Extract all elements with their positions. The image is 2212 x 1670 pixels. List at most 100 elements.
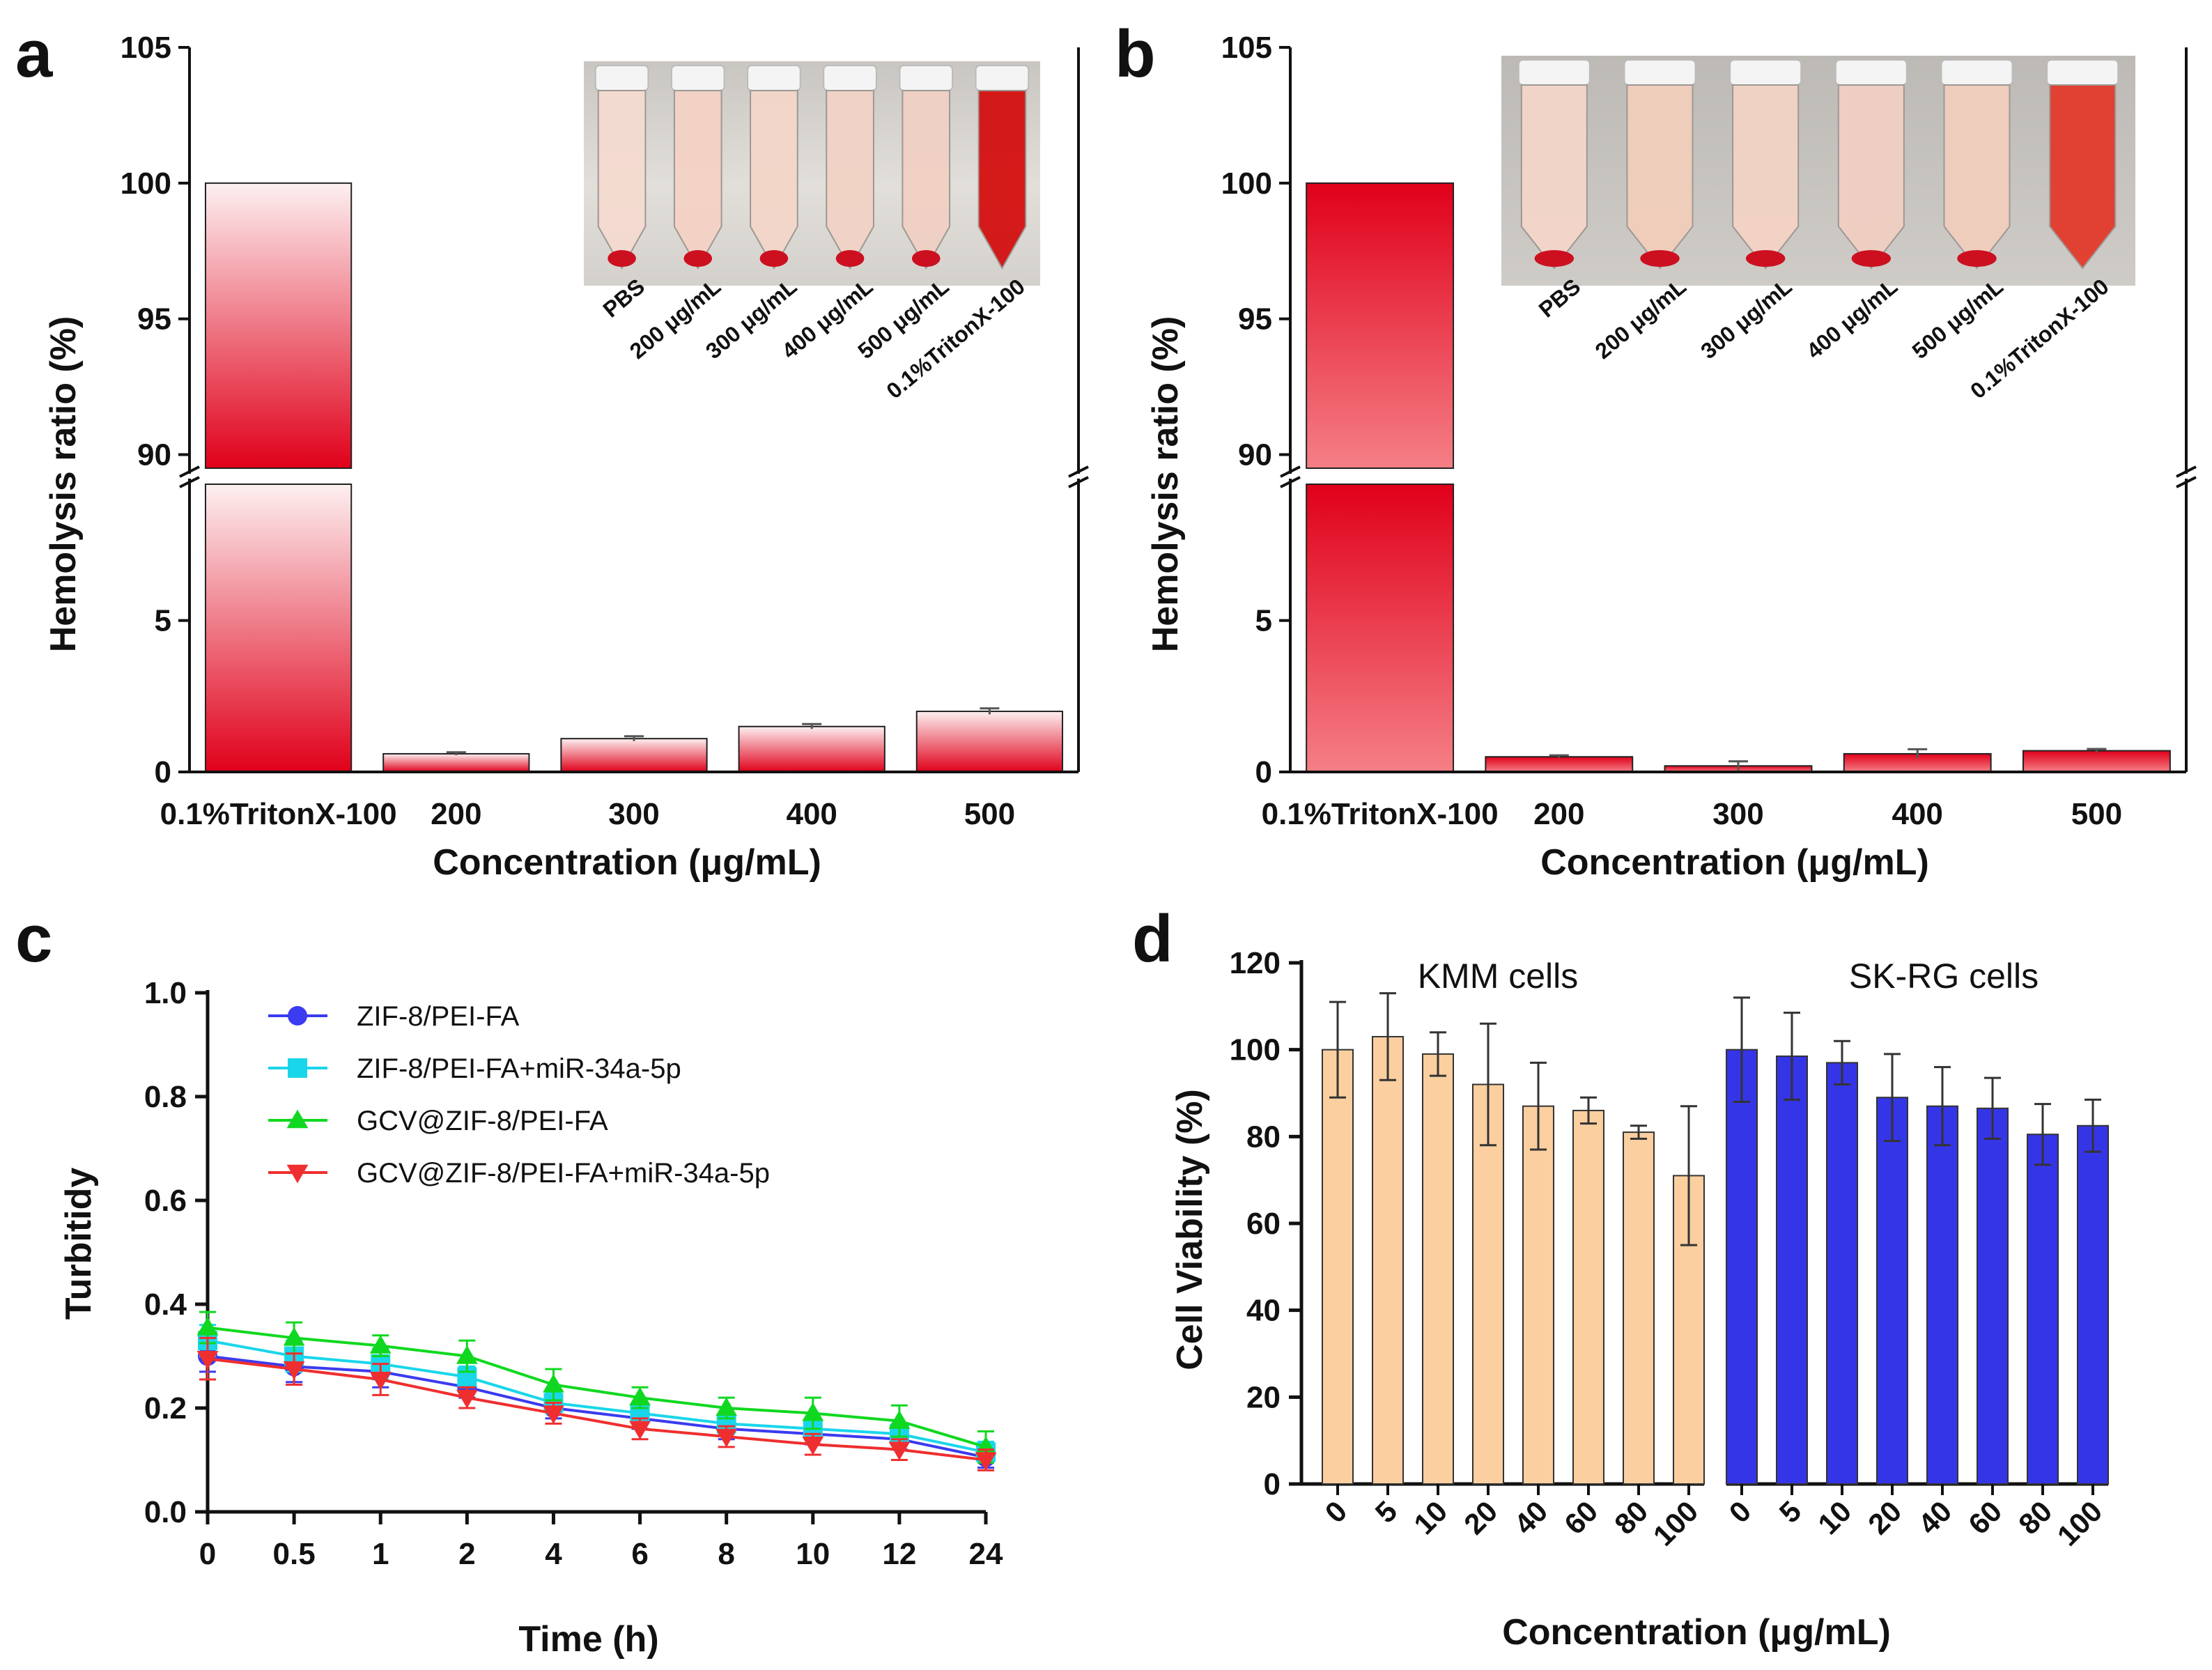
ylabel-d: Cell Viability (%) <box>1170 1089 1210 1370</box>
tube-label: 200 μg/mL <box>1591 274 1691 364</box>
x-tick-label: 0 <box>1319 1494 1354 1529</box>
x-tick-label: 40 <box>1508 1494 1554 1540</box>
y-tick-label: 105 <box>1221 31 1272 65</box>
bar <box>1522 1061 1554 1485</box>
axis-break-mark <box>1068 476 1089 488</box>
bar <box>2022 748 2171 773</box>
axis-break-mark <box>1068 465 1089 478</box>
y-tick-label: 105 <box>121 31 171 65</box>
legend-c: ZIF-8/PEI-FA ZIF-8/PEI-FA+miR-34a-5p GCV@Z… <box>268 1001 770 1189</box>
bar <box>1726 996 1758 1485</box>
data-point <box>369 1335 392 1354</box>
x-tick-label: 20 <box>1457 1494 1503 1540</box>
x-tick-label: 80 <box>1608 1494 1654 1540</box>
data-point <box>888 1410 911 1429</box>
y-tick-label: 0.0 <box>144 1495 187 1529</box>
series-3 <box>196 1311 997 1464</box>
y-tick-label: 0 <box>155 755 171 789</box>
series-line <box>207 1357 987 1462</box>
inset-photo-b: PBS 200 μg/mL 300 μg/mL 400 μg/mL 500 μg/mL0… <box>1501 56 2135 403</box>
y-tick-label: 60 <box>1246 1207 1281 1241</box>
tube-label: 500 μg/mL <box>1908 274 2008 364</box>
bar <box>560 735 708 773</box>
y-tick-label: 100 <box>121 167 171 201</box>
data-point <box>802 1436 824 1455</box>
y-tick-label: 0 <box>1264 1467 1281 1501</box>
panel-label-b: b <box>1115 17 1156 91</box>
y-tick-label: 80 <box>1246 1120 1281 1154</box>
panel-label-d: d <box>1132 902 1173 976</box>
x-tick-label: 24 <box>969 1537 1003 1571</box>
bar <box>1826 1039 1858 1485</box>
data-point <box>369 1371 392 1391</box>
series-line <box>207 1339 987 1454</box>
x-tick-label: 0.1%TritonX-100 <box>1262 797 1499 831</box>
data-point <box>283 1327 305 1346</box>
x-tick-label: 500 <box>964 797 1015 831</box>
tube <box>823 65 877 270</box>
x-tick-label: 100 <box>2051 1494 2109 1552</box>
bar <box>204 182 353 773</box>
data-point <box>196 1351 219 1370</box>
x-tick-label: 0 <box>199 1537 216 1571</box>
bar <box>1926 1066 1958 1485</box>
x-tick-label: 4 <box>545 1537 562 1571</box>
legend-label: ZIF-8/PEI-FA <box>357 1001 520 1032</box>
x-tick-label: 5 <box>1773 1494 1808 1529</box>
data-point <box>283 1361 305 1380</box>
data-point <box>629 1386 651 1406</box>
data-point <box>543 1374 564 1393</box>
tube <box>1729 59 1802 270</box>
ylabel-b: Hemolysis ratio (%) <box>1145 316 1186 653</box>
tube <box>1623 59 1696 270</box>
x-tick-label: 60 <box>1962 1494 2008 1540</box>
y-tick-label: 0 <box>1255 755 1272 789</box>
y-tick-label: 100 <box>1221 167 1272 201</box>
inset-photo-background <box>584 61 1040 286</box>
data-point <box>975 1452 997 1471</box>
bar <box>382 751 530 773</box>
data-point <box>716 1428 738 1448</box>
ylabel-a: Hemolysis ratio (%) <box>43 316 84 653</box>
y-tick-label: 120 <box>1230 946 1281 980</box>
x-tick-label: 300 <box>608 797 659 831</box>
group-label-skrg: SK-RG cells <box>1849 957 2039 996</box>
legend-label: GCV@ZIF-8/PEI-FA+miR-34a-5p <box>357 1158 770 1189</box>
x-tick-label: 400 <box>1892 797 1942 831</box>
x-tick-label: 1 <box>372 1537 389 1571</box>
bar <box>1472 1022 1504 1485</box>
inset-photo-background <box>1501 56 2135 286</box>
x-tick-label: 200 <box>431 797 481 831</box>
bar <box>1664 760 1813 773</box>
x-tick-label: 8 <box>718 1537 734 1571</box>
y-tick-label: 90 <box>137 438 171 472</box>
bar <box>1977 1076 2009 1485</box>
data-point <box>543 1405 564 1424</box>
tube <box>1834 59 1908 270</box>
data-point <box>456 1389 478 1409</box>
x-tick-label: 400 <box>786 797 837 831</box>
tube-label: 0.1%TritonX-100 <box>881 274 1030 403</box>
axis-break-mark <box>179 465 200 478</box>
data-point <box>716 1397 738 1416</box>
data-point <box>286 1109 309 1129</box>
x-tick-label: 6 <box>631 1537 648 1571</box>
y-tick-label: 1.0 <box>144 976 187 1010</box>
bar <box>2027 1103 2059 1485</box>
ylabel-c: Turbitidy <box>59 1168 99 1320</box>
y-tick-label: 90 <box>1238 438 1272 472</box>
x-tick-label: 10 <box>796 1537 830 1571</box>
bar <box>738 722 885 773</box>
data-point <box>196 1317 219 1336</box>
bar <box>1306 182 1455 773</box>
xlabel-c: Time (h) <box>518 1619 658 1660</box>
bar <box>1422 1031 1454 1485</box>
axis-break-mark <box>179 476 200 488</box>
axis-break-mark <box>1280 476 1301 488</box>
tube <box>594 65 649 270</box>
tube <box>899 65 954 270</box>
x-tick-label: 100 <box>1647 1494 1705 1552</box>
x-tick-label: 10 <box>1811 1494 1857 1540</box>
